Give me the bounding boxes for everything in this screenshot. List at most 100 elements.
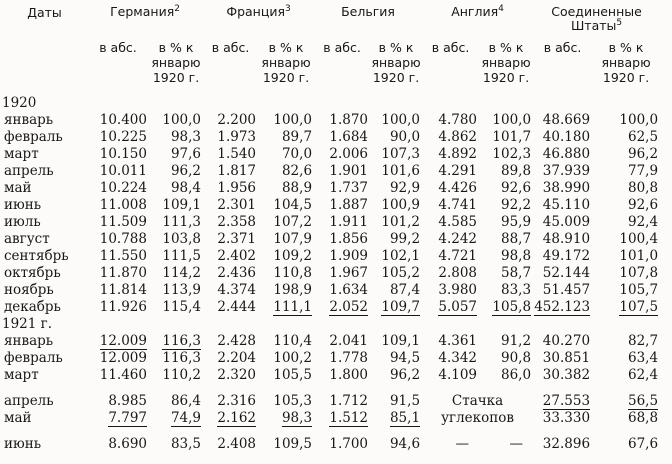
underlined-value: 109,7 [381,299,421,317]
row-label: май [4,410,32,427]
country-header-usa: Соединенные Штаты5 [533,2,660,41]
table-cell: 1.512 [314,410,370,428]
row-label: декабрь [4,299,61,316]
table-cell: 38.990 [542,180,591,197]
table-cell: 10.400 [99,112,147,129]
table-cell: 48.910 [542,231,591,248]
table-cell: 100,0 [381,112,421,129]
table-cell: 4.585 [438,214,478,231]
table-cell: 56,5 [592,384,660,411]
table-row: июнь 8.690 83,5 2.408 109,5 1.700 94,6 — — 32.896… [2,427,660,453]
table-row: май 7.797 74,9 2.162 98,3 1.512 85,1 углекопов 3… [2,410,660,428]
table-cell: 107,2 [273,214,313,231]
table-cell: 92,6 [500,180,532,197]
row-label: февраль [4,350,63,367]
table-cell: 11.870 [99,265,147,282]
row-label: июнь [4,197,42,214]
footnote-marker: 2 [174,4,180,14]
table-cell: 88,9 [281,180,313,197]
table-cell: 2.162 [203,410,258,428]
country-name: Бельгия [341,4,395,20]
underlined-value: 1.512 [329,410,369,428]
table-cell: 27.553 [533,384,592,411]
row-label: сентябрь [4,248,69,265]
table-cell: 89,7 [281,129,313,146]
table-cell: 92,2 [500,197,532,214]
table-cell: 2.402 [217,248,257,265]
table-cell: 2.436 [217,265,257,282]
row-label: апрель [4,393,54,410]
table-cell: 62,4 [627,367,659,384]
table-cell: 1.901 [329,163,369,180]
table-cell: 100,0 [162,112,202,129]
table-cell: 4.721 [438,248,478,265]
table-cell: 98,8 [500,248,532,265]
table-cell: 2.006 [329,146,369,163]
underlined-value: 27.553 [542,393,591,411]
table-cell: 92,6 [627,197,659,214]
underlined-value: 116,3 [162,333,202,351]
table-cell: 114,2 [162,265,202,282]
table-cell: 94,6 [389,436,421,453]
table-cell: 96,2 [627,146,659,163]
footnote-marker: 4 [498,4,504,14]
abs-subheader: в абс. [431,40,470,55]
underlined-value: 5.057 [438,299,478,317]
table-cell: 4.361 [438,333,478,350]
table-cell: 116,3 [162,350,202,367]
row-label: август [4,231,50,248]
table-cell: 10.011 [99,163,147,180]
table-cell: 45.110 [542,197,591,214]
table-cell: 101,6 [381,163,421,180]
table-cell: 3.980 [438,282,478,299]
abs-subheader: в абс. [211,40,250,55]
table-cell: 74,9 [149,410,203,428]
table-cell: 32.896 [542,436,591,453]
table-cell: 107,8 [619,265,659,282]
table-cell: 107,5 [592,299,660,317]
table-cell: 11.814 [99,282,147,299]
table-cell: 111,1 [258,299,314,317]
table-cell: 111,5 [162,248,202,265]
table-cell: 89,8 [500,163,532,180]
table-cell: 113,9 [162,282,202,299]
table-cell: 109,5 [273,436,313,453]
table-cell: 109,1 [381,333,421,350]
table-cell: 85,1 [370,410,422,428]
table-cell: 1.887 [329,197,369,214]
table-cell: 87,4 [389,282,421,299]
currency-circulation-table: Даты Германия2 Франция3 Бельгия Англия4 … [2,2,660,453]
pct-subheader: в % к январю 1920 г. [371,40,421,85]
table-cell: 10.150 [99,146,147,163]
date-column-label: Даты [27,5,62,20]
table-cell: 5.057 [422,299,479,317]
table-cell: 68,8 [627,410,659,427]
table-cell: 4.109 [438,367,478,384]
table-cell: 110,4 [273,333,313,350]
table-cell: 40.180 [542,129,591,146]
table-cell: 94,5 [389,350,421,367]
table-row: сентябрь 11.550 111,5 2.402 109,2 1.909 102,1 4… [2,248,660,265]
table-cell: 88,7 [500,231,532,248]
table-cell: 10.788 [99,231,147,248]
table-cell: 92,4 [627,214,659,231]
underlined-value: 111,1 [273,299,313,317]
table-cell: 11.509 [99,214,147,231]
table-cell: 105,7 [619,282,659,299]
table-cell: 116,3 [149,333,203,351]
table-cell: 1.800 [329,367,369,384]
section-label: 1921 г. [2,316,53,333]
underlined-value: 7.797 [108,410,147,428]
country-header-germany: Германия2 [87,2,203,41]
table-cell: 2.371 [217,231,257,248]
table-cell: 92,9 [389,180,421,197]
table-cell: 86,0 [500,367,532,384]
table-cell: 1.712 [329,393,369,410]
table-row: декабрь 11.926 115,4 2.444 111,1 2.052 109,7 5.… [2,299,660,317]
table-row: август 10.788 103,8 2.371 107,9 1.856 99,2 4.24… [2,231,660,248]
footnote-marker: 5 [616,17,623,28]
row-label: июль [4,214,41,231]
table-cell: 52.144 [542,265,591,282]
table-cell: 4.426 [438,180,478,197]
underlined-value: 107,5 [619,299,659,317]
